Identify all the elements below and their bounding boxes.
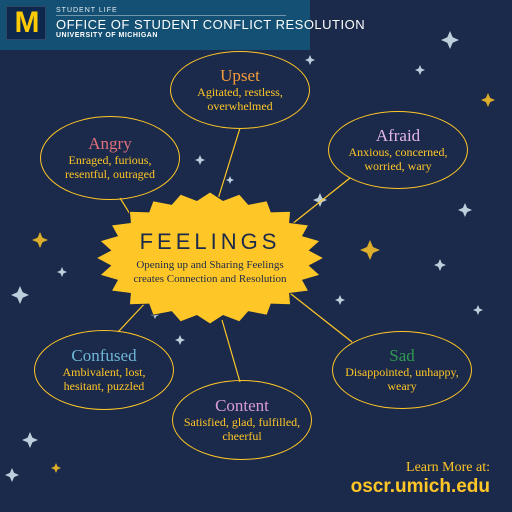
feeling-node-upset: Upset Agitated, restless, overwhelmed xyxy=(170,51,310,129)
feeling-sub: Ambivalent, lost, hesitant, puzzled xyxy=(43,366,165,394)
sparkle-icon xyxy=(175,335,185,345)
sparkle-icon xyxy=(481,93,495,107)
feeling-node-afraid: Afraid Anxious, concerned, worried, wary xyxy=(328,111,468,189)
feeling-sub: Anxious, concerned, worried, wary xyxy=(337,146,459,174)
feeling-sub: Disappointed, unhappy, weary xyxy=(341,366,463,394)
sparkle-icon xyxy=(441,31,459,49)
header-top-label: STUDENT LIFE xyxy=(56,7,365,14)
center-title: FEELINGS xyxy=(140,229,281,255)
feeling-node-angry: Angry Enraged, furious, resentful, outra… xyxy=(40,116,180,200)
header: M STUDENT LIFE OFFICE OF STUDENT CONFLIC… xyxy=(0,0,375,48)
feeling-title: Afraid xyxy=(376,126,420,146)
sparkle-icon xyxy=(434,259,446,271)
center-subtitle: Opening up and Sharing Feelings creates … xyxy=(120,259,300,287)
feeling-sub: Enraged, furious, resentful, outraged xyxy=(49,154,171,182)
sparkle-icon xyxy=(415,65,425,75)
feeling-node-sad: Sad Disappointed, unhappy, weary xyxy=(332,331,472,409)
sparkle-icon xyxy=(57,267,67,277)
infographic-canvas: M STUDENT LIFE OFFICE OF STUDENT CONFLIC… xyxy=(0,0,512,512)
feeling-title: Content xyxy=(215,396,269,416)
feeling-title: Confused xyxy=(71,346,136,366)
sparkle-icon xyxy=(5,468,19,482)
sparkle-icon xyxy=(22,432,38,448)
sparkle-icon xyxy=(473,305,483,315)
learn-label: Learn More at: xyxy=(351,460,490,476)
learn-url[interactable]: oscr.umich.edu xyxy=(351,476,490,498)
learn-more: Learn More at: oscr.umich.edu xyxy=(351,460,490,498)
sparkle-icon xyxy=(360,240,380,260)
center-node: FEELINGS Opening up and Sharing Feelings… xyxy=(96,192,324,324)
sparkle-icon xyxy=(335,295,345,305)
sparkle-icon xyxy=(51,463,61,473)
sparkle-icon xyxy=(226,176,234,184)
feeling-sub: Agitated, restless, overwhelmed xyxy=(179,86,301,114)
feeling-title: Upset xyxy=(220,66,260,86)
sparkle-icon xyxy=(458,203,472,217)
feeling-node-confused: Confused Ambivalent, lost, hesitant, puz… xyxy=(34,330,174,410)
sparkle-icon xyxy=(32,232,48,248)
feeling-sub: Satisfied, glad, fulfilled, cheerful xyxy=(181,416,303,444)
um-logo: M xyxy=(6,6,46,40)
sparkle-icon xyxy=(305,55,315,65)
feeling-node-content: Content Satisfied, glad, fulfilled, chee… xyxy=(172,380,312,460)
header-main: OFFICE OF STUDENT CONFLICT RESOLUTION xyxy=(56,17,365,32)
header-sub: UNIVERSITY OF MICHIGAN xyxy=(56,32,365,39)
feeling-title: Sad xyxy=(389,346,415,366)
header-divider xyxy=(56,15,286,16)
feeling-title: Angry xyxy=(88,134,131,154)
header-text: STUDENT LIFE OFFICE OF STUDENT CONFLICT … xyxy=(56,7,365,39)
sparkle-icon xyxy=(11,286,29,304)
sparkle-icon xyxy=(195,155,205,165)
connector-line xyxy=(222,320,240,382)
